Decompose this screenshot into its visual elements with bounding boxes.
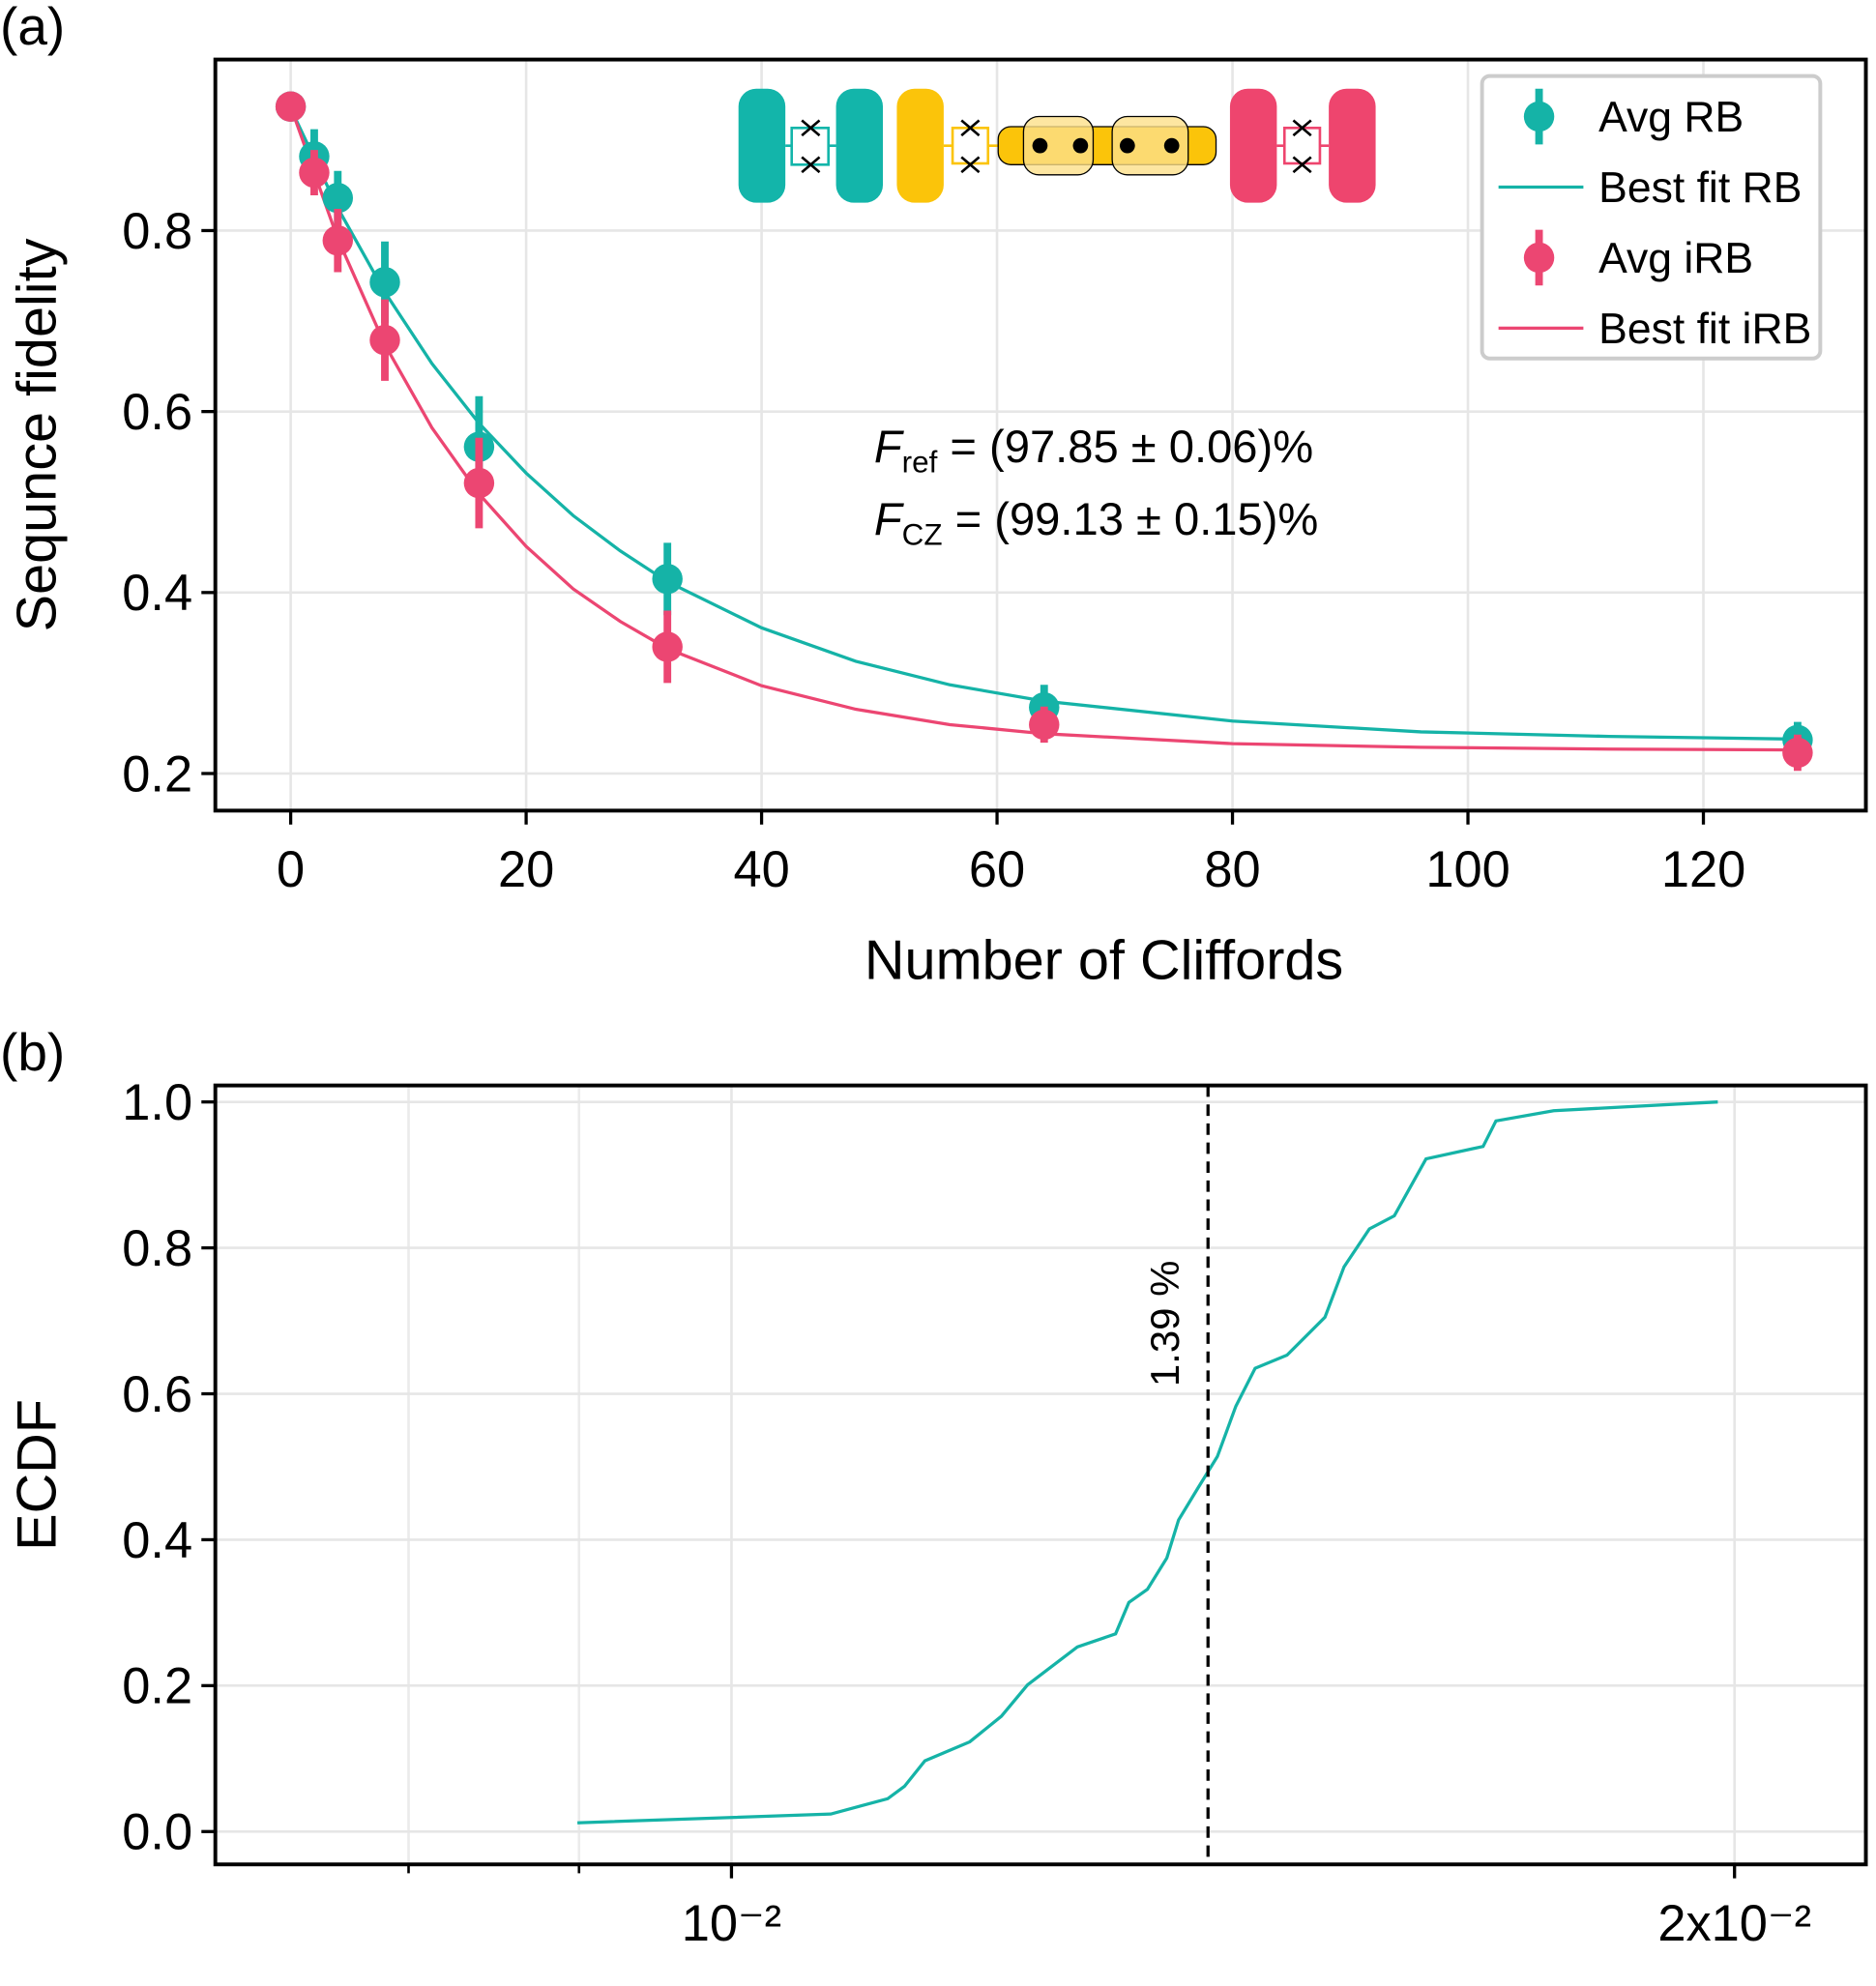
legend: Avg RB Best fit RB Avg iRB Best fit iRB bbox=[1480, 73, 1823, 361]
gate-block bbox=[1329, 88, 1376, 203]
legend-label: Avg RB bbox=[1598, 94, 1744, 141]
swap-mark bbox=[1292, 119, 1312, 174]
data-point bbox=[322, 225, 354, 256]
y-tick-label: 0.2 bbox=[122, 746, 192, 803]
x-tick-label: 2x10⁻² bbox=[1657, 1896, 1811, 1952]
swap-mark bbox=[801, 119, 821, 174]
x-tick-label: 0 bbox=[277, 842, 305, 898]
gate-box bbox=[790, 127, 831, 166]
legend-marker bbox=[1523, 101, 1555, 132]
x-tick-label: 100 bbox=[1425, 842, 1510, 898]
atom bbox=[1032, 137, 1048, 154]
x-tick-label: 60 bbox=[969, 842, 1025, 898]
atom bbox=[1163, 137, 1180, 154]
gate-block bbox=[1229, 88, 1277, 203]
panel-label: (b) bbox=[0, 1022, 65, 1082]
panel-label: (a) bbox=[0, 0, 65, 56]
annotation: FCZ = (99.13 ± 0.15)% bbox=[874, 493, 1319, 551]
annotation-subscript: ref bbox=[902, 446, 938, 480]
y-tick-label: 0.8 bbox=[122, 1221, 192, 1277]
atom bbox=[1119, 137, 1135, 154]
plot-frame bbox=[213, 57, 1868, 813]
x-tick-label: 10⁻² bbox=[682, 1896, 781, 1952]
data-point bbox=[652, 631, 683, 662]
gate-block bbox=[896, 88, 944, 203]
legend-label: Avg iRB bbox=[1598, 235, 1753, 282]
data-point bbox=[1029, 709, 1060, 741]
y-tick-label: 0.4 bbox=[122, 1513, 192, 1569]
data-point bbox=[463, 467, 495, 499]
data-point bbox=[1782, 737, 1813, 769]
x-tick-label: 80 bbox=[1204, 842, 1260, 898]
gate-box bbox=[951, 127, 990, 165]
legend-frame bbox=[1480, 73, 1823, 361]
legend-label: Best fit iRB bbox=[1598, 306, 1811, 353]
y-axis-label: ECDF bbox=[7, 1399, 69, 1551]
annotation-text: = (99.13 ± 0.15)% bbox=[943, 493, 1319, 544]
x-axis-label: CZ error bbox=[1000, 1983, 1208, 1986]
data-point bbox=[369, 267, 400, 298]
data-point bbox=[652, 564, 683, 595]
x-tick-label: 120 bbox=[1661, 842, 1745, 898]
data-point bbox=[299, 157, 330, 189]
x-tick-label: 40 bbox=[733, 842, 789, 898]
annotation-text: = (97.85 ± 0.06)% bbox=[937, 421, 1313, 472]
gate-block bbox=[835, 88, 884, 203]
gate-box bbox=[1282, 127, 1322, 165]
panel: (a) 0 20 40 60 80 100 120 0.2 0.4 0.6 0.8 Number of … bbox=[0, 0, 1868, 992]
y-tick-label: 0.6 bbox=[122, 385, 192, 441]
circuit-inset bbox=[738, 88, 1376, 203]
plot-frame bbox=[213, 1083, 1868, 1867]
ecdf-line bbox=[577, 1100, 1718, 1825]
panel: (b) 10⁻² 2x10⁻² 0.0 0.2 0.4 0.6 0.8 1.0 CZ error E… bbox=[0, 1022, 1868, 1986]
data-point bbox=[369, 324, 400, 356]
gate-pair bbox=[1111, 115, 1189, 176]
legend-marker bbox=[1523, 242, 1555, 274]
data-point bbox=[322, 183, 354, 214]
legend-label: Best fit RB bbox=[1598, 164, 1802, 212]
annotation-symbol: F bbox=[874, 421, 904, 472]
y-tick-label: 0.2 bbox=[122, 1659, 192, 1715]
y-tick-label: 1.0 bbox=[122, 1075, 192, 1131]
gate-pair bbox=[1022, 115, 1095, 176]
atom bbox=[1072, 137, 1089, 154]
swap-mark bbox=[960, 119, 981, 174]
gate-block bbox=[738, 88, 786, 203]
x-tick-label: 20 bbox=[498, 842, 554, 898]
y-tick-label: 0.0 bbox=[122, 1805, 192, 1861]
annotation: Fref = (97.85 ± 0.06)% bbox=[874, 421, 1313, 479]
y-tick-label: 0.4 bbox=[122, 566, 192, 622]
y-tick-label: 0.8 bbox=[122, 204, 192, 260]
data-point bbox=[275, 91, 307, 122]
y-axis-label: Sequnce fidelity bbox=[7, 238, 69, 631]
x-axis-label: Number of Cliffords bbox=[865, 930, 1343, 992]
reference-label: 1.39 % bbox=[1142, 1261, 1187, 1387]
y-tick-label: 0.6 bbox=[122, 1367, 192, 1423]
annotation-symbol: F bbox=[874, 493, 904, 544]
annotation-subscript: CZ bbox=[902, 517, 943, 551]
